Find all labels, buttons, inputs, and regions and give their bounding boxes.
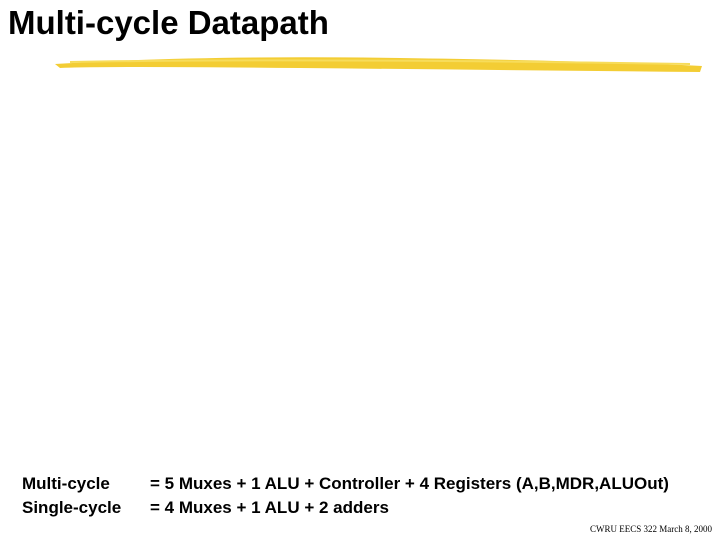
footer: CWRU EECS 322 March 8, 2000 (590, 524, 712, 534)
row-text: = 5 Muxes + 1 ALU + Controller + 4 Regis… (150, 474, 669, 493)
title-underline (55, 57, 702, 72)
row-label: Multi-cycle (22, 474, 110, 493)
row-text: = 4 Muxes + 1 ALU + 2 adders (150, 498, 389, 517)
row-label: Single-cycle (22, 498, 122, 517)
slide-title: Multi-cycle Datapath (8, 4, 329, 41)
